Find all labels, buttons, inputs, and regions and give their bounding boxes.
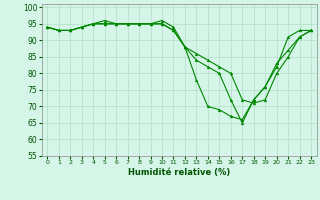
X-axis label: Humidité relative (%): Humidité relative (%) bbox=[128, 168, 230, 177]
